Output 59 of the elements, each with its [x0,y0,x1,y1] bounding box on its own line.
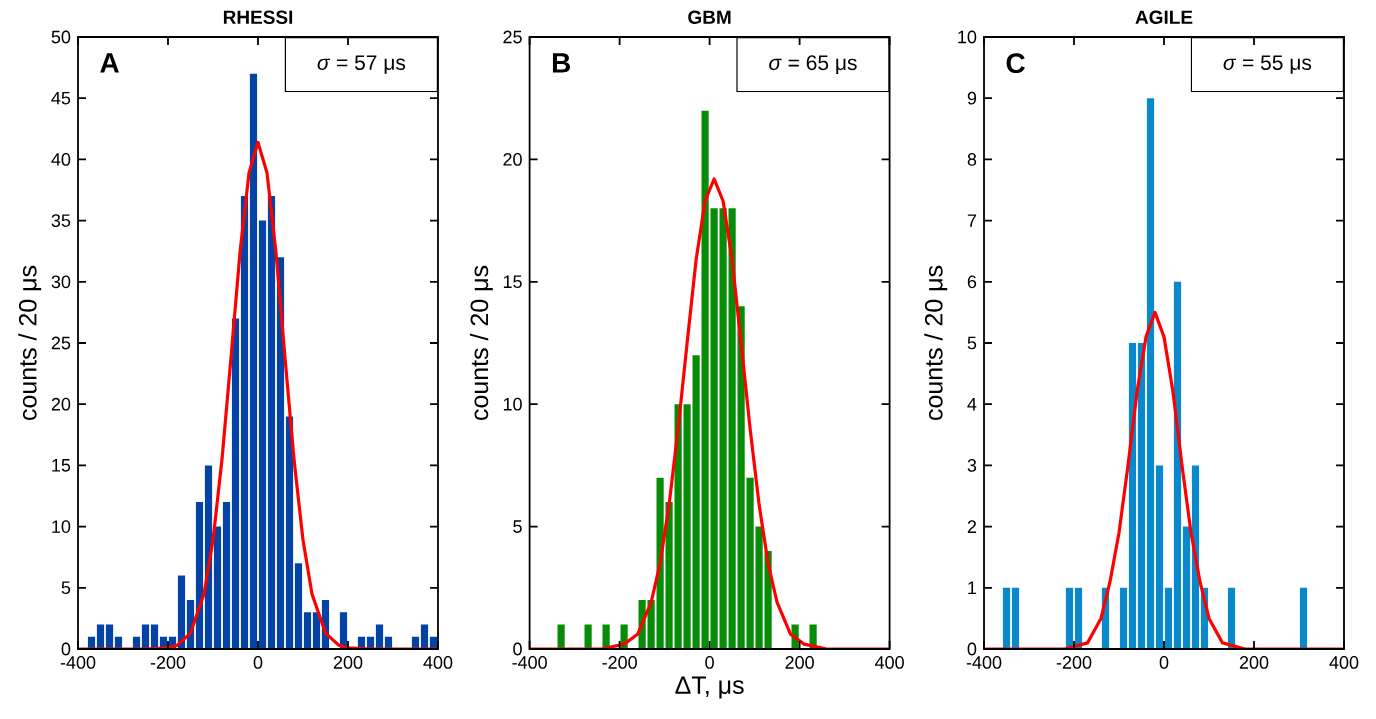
y-tick-label: 7 [967,214,977,227]
x-tick-label: 400 [1329,656,1359,669]
annotation: σ = 55 μs [1223,55,1312,74]
x-tick-label: -200 [150,656,186,669]
x-tick-label: 0 [705,656,714,669]
y-tick-label: 10 [52,520,71,533]
x-tick-label: -400 [966,656,1002,669]
y-tick-label: 8 [967,153,977,166]
y-tick-label: 5 [513,520,522,533]
y-tick-label: 40 [51,153,71,166]
line-series [78,140,438,649]
y-tick-label: 45 [51,91,71,105]
x-tick-label: 200 [1239,656,1269,669]
x-tick-label: -200 [1056,656,1092,669]
x-tick-label: 200 [785,656,814,669]
y-tick-label: 6 [967,275,977,289]
y-tick-label: 0 [967,642,977,656]
y-axis-title: counts / 20 μs [18,265,42,421]
annotation: B [552,53,571,73]
y-tick-label: 15 [503,275,522,289]
y-tick-label: 10 [958,30,977,44]
y-tick-label: 20 [51,397,71,411]
y-tick-label: 4 [967,398,977,411]
x-tick-label: 200 [333,656,363,669]
y-tick-label: 10 [503,397,522,411]
chart-title: GBM [688,10,731,24]
y-tick-label: 0 [513,642,522,656]
line-series [984,310,1344,649]
annotation: A [100,53,119,73]
x-tick-label: -200 [602,656,637,669]
x-tick-label: 400 [874,656,904,669]
y-tick-label: 5 [967,336,977,350]
x-axis-title: ΔT, μs [675,676,744,699]
y-tick-label: 3 [967,459,977,472]
y-tick-label: 9 [967,91,977,105]
y-tick-label: 2 [967,520,977,533]
chart-title: RHESSI [223,10,293,24]
y-axis-title: counts / 20 μs [924,265,948,421]
y-tick-label: 35 [51,214,71,227]
annotation: σ = 65 μs [769,55,857,74]
annotation: C [1006,53,1025,74]
x-tick-label: -400 [512,656,547,669]
x-tick-label: -400 [60,656,96,669]
chart-title: AGILE [1135,10,1193,24]
x-tick-label: 0 [253,656,263,669]
x-tick-label: 0 [1159,656,1169,669]
y-tick-label: 25 [51,336,71,350]
y-tick-label: 15 [52,459,71,472]
y-tick-label: 1 [968,581,977,594]
y-axis-title: counts / 20 μs [469,265,493,421]
y-tick-label: 0 [61,642,71,656]
y-tick-label: 50 [51,30,71,44]
y-tick-label: 30 [51,275,71,289]
y-tick-label: 20 [503,153,522,166]
x-tick-label: 400 [423,656,453,669]
annotation: σ = 57 μs [317,55,406,74]
line-series [529,177,890,649]
y-tick-label: 5 [61,581,71,595]
y-tick-label: 25 [503,30,522,44]
